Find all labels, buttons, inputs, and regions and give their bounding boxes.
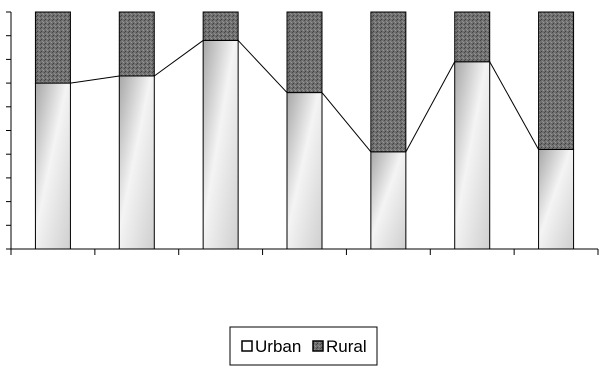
bar-urban — [202, 39, 239, 250]
bar-rural — [202, 11, 239, 41]
urban-line-segment — [70, 75, 120, 84]
urban-line-segment — [153, 40, 204, 77]
bars — [34, 11, 575, 250]
bar-urban — [454, 61, 491, 250]
urban-line-segment — [405, 61, 456, 153]
y-axis — [6, 11, 12, 250]
bar-rural — [538, 11, 575, 150]
urban-series-line — [70, 40, 540, 153]
bar-rural — [118, 11, 155, 77]
legend-swatch-urban — [241, 340, 253, 352]
legend: Urban Rural — [229, 326, 378, 366]
legend-box — [229, 326, 378, 366]
bar-rural — [454, 11, 491, 63]
urban-line-segment — [321, 92, 372, 153]
bar-urban — [34, 82, 71, 250]
bar-urban — [370, 151, 407, 250]
bar-urban — [538, 148, 575, 250]
bar-rural — [34, 11, 71, 84]
bar-rural — [370, 11, 407, 153]
bar-rural — [286, 11, 323, 94]
legend-label-urban: Urban — [255, 337, 301, 356]
urban-line-segment — [237, 40, 288, 93]
urban-line-segment — [489, 61, 540, 150]
bar-urban — [118, 75, 155, 250]
x-axis — [10, 248, 599, 255]
legend-swatch-rural — [312, 340, 324, 352]
bar-urban — [286, 92, 323, 250]
legend-label-rural: Rural — [326, 337, 367, 356]
